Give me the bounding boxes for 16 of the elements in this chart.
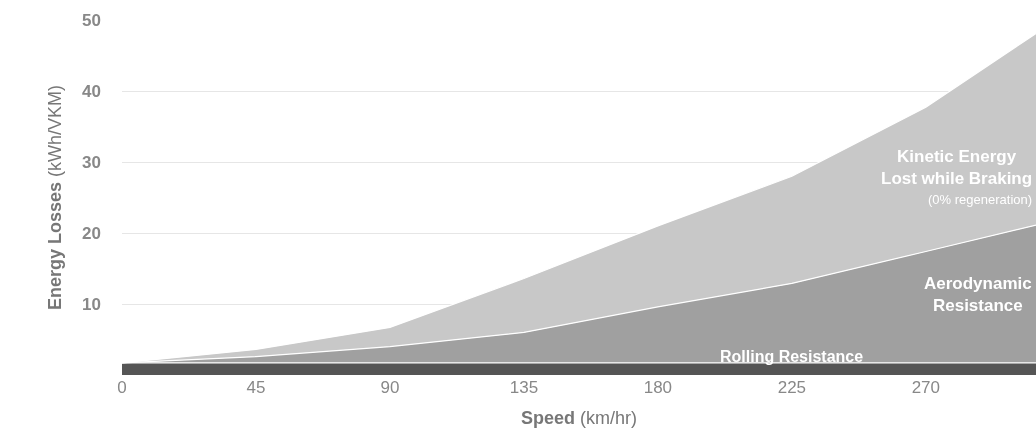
x-tick-label: 180 xyxy=(643,378,673,397)
x-tick-label: 225 xyxy=(777,378,807,397)
y-axis-title: Energy Losses (kWh/VKM) xyxy=(45,84,66,311)
y-tick-label: 50 xyxy=(82,10,101,30)
x-tick-label: 0 xyxy=(117,378,127,397)
x-tick-label: 270 xyxy=(911,378,941,397)
series-label: Rolling Resistance xyxy=(720,348,864,365)
series-label: Aerodynamic Resistance xyxy=(924,274,1032,316)
y-tick-label: 10 xyxy=(82,294,101,314)
x-tick-label: 135 xyxy=(509,378,539,397)
x-axis-title: Speed (km/hr) xyxy=(520,408,638,429)
y-tick-label: 40 xyxy=(82,81,101,101)
y-tick-label: 20 xyxy=(82,223,101,243)
x-tick-label: 45 xyxy=(246,378,266,397)
y-tick-label: 30 xyxy=(82,152,101,172)
x-tick-label: 90 xyxy=(380,378,400,397)
